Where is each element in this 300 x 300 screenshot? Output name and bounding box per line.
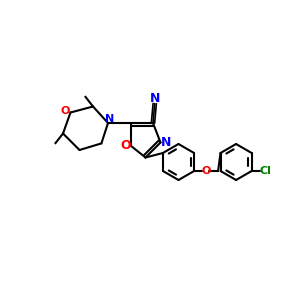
Text: N: N <box>105 114 114 124</box>
Text: O: O <box>120 139 131 152</box>
Text: O: O <box>60 106 70 116</box>
Text: O: O <box>201 166 211 176</box>
Text: Cl: Cl <box>260 166 272 176</box>
Text: N: N <box>149 92 160 105</box>
Text: N: N <box>160 136 171 149</box>
